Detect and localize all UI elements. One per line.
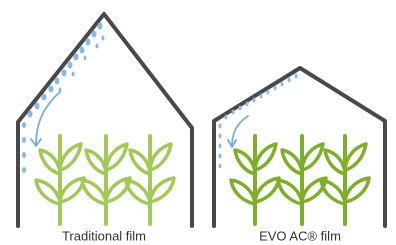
panel-label: Traditional film <box>62 228 146 243</box>
runoff-arrow <box>228 116 248 147</box>
plants <box>231 136 369 224</box>
illustration: Traditional film EVO AC <box>0 0 396 245</box>
droplets <box>219 74 298 169</box>
evo-greenhouse: EVO AC® film <box>214 68 385 243</box>
panel-label: EVO AC® film <box>259 228 341 243</box>
traditional-greenhouse: Traditional film <box>18 14 192 243</box>
plants <box>36 136 174 224</box>
